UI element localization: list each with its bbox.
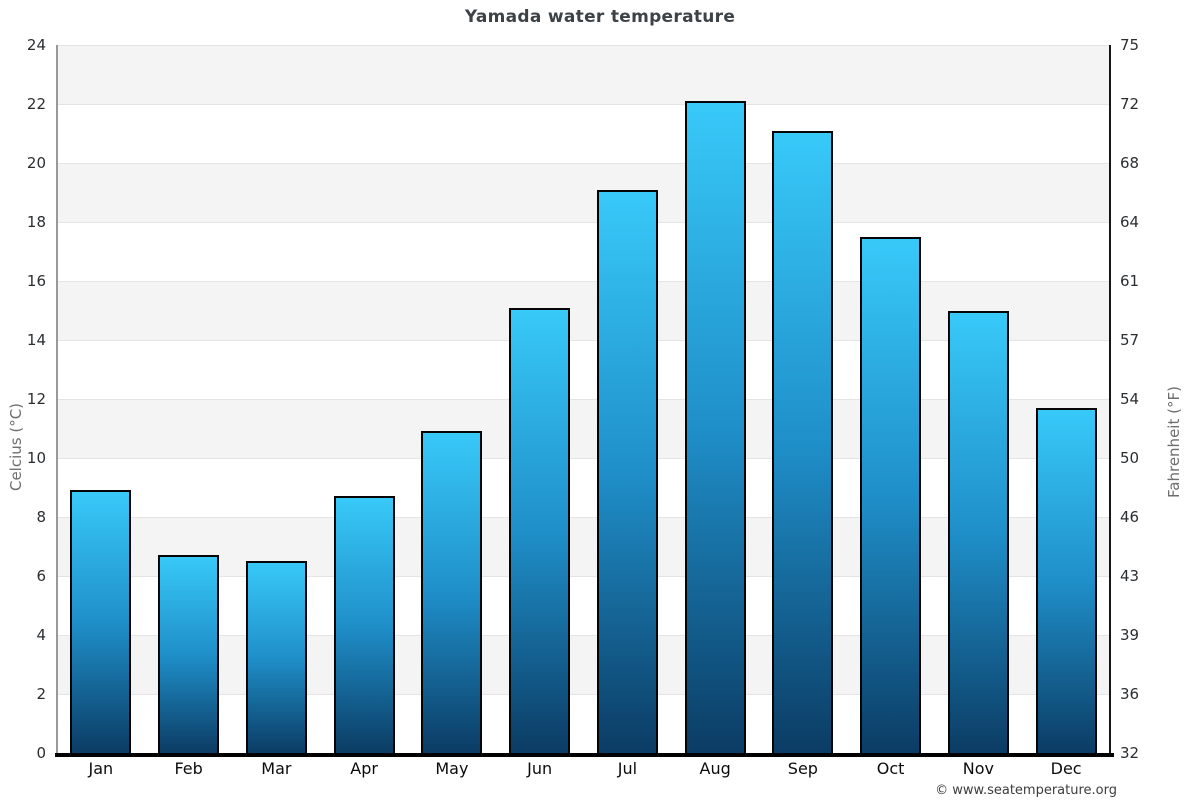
y-axis-line-right <box>1109 45 1111 753</box>
month-label: Mar <box>261 759 292 778</box>
celsius-tick: 4 <box>36 626 46 644</box>
bar-mar <box>245 561 307 753</box>
bar-oct <box>860 236 922 753</box>
celsius-tick: 2 <box>36 685 46 703</box>
bar-jun <box>509 307 571 753</box>
fahrenheit-tick: 75 <box>1120 36 1140 54</box>
celsius-tick: 16 <box>26 272 46 290</box>
bar-jul <box>596 189 658 753</box>
y-axis-label-celsius: Celcius (°C) <box>7 402 25 492</box>
chart-title: Yamada water temperature <box>464 7 736 27</box>
copyright-credit: © www.seatemperature.org <box>935 783 1117 798</box>
y-axis-line-left <box>56 45 58 753</box>
fahrenheit-tick: 54 <box>1120 390 1140 408</box>
fahrenheit-tick: 50 <box>1120 449 1140 467</box>
x-axis-line <box>55 753 1114 757</box>
plot-area <box>57 45 1110 753</box>
x-axis-labels: Jan Feb Mar Apr May Jun Jul Aug Sep Oct … <box>57 759 1110 778</box>
fahrenheit-tick: 46 <box>1120 508 1140 526</box>
month-label: Apr <box>350 759 378 778</box>
celsius-tick: 22 <box>26 95 46 113</box>
month-label: Oct <box>876 759 905 778</box>
month-label: Sep <box>787 759 818 778</box>
month-label: Dec <box>1050 759 1082 778</box>
celsius-tick: 0 <box>36 744 46 762</box>
bar-sep <box>772 130 834 753</box>
month-label: Feb <box>174 759 203 778</box>
fahrenheit-tick: 72 <box>1120 95 1140 113</box>
month-label: Jun <box>527 759 553 778</box>
bar-may <box>421 431 483 753</box>
fahrenheit-tick: 61 <box>1120 272 1140 290</box>
month-label: May <box>435 759 469 778</box>
bar-jan <box>70 490 132 753</box>
celsius-tick: 6 <box>36 567 46 585</box>
bars-container <box>57 45 1110 753</box>
celsius-tick: 8 <box>36 508 46 526</box>
bar-apr <box>333 496 395 753</box>
celsius-tick: 14 <box>26 331 46 349</box>
celsius-tick: 10 <box>26 449 46 467</box>
month-label: Jan <box>88 759 114 778</box>
bar-aug <box>684 101 746 753</box>
fahrenheit-tick: 32 <box>1120 744 1140 762</box>
month-label: Aug <box>699 759 731 778</box>
celsius-tick: 18 <box>26 213 46 231</box>
fahrenheit-tick: 57 <box>1120 331 1140 349</box>
fahrenheit-tick: 36 <box>1120 685 1140 703</box>
celsius-tick: 20 <box>26 154 46 172</box>
fahrenheit-tick: 39 <box>1120 626 1140 644</box>
celsius-tick: 24 <box>26 36 46 54</box>
bar-feb <box>158 555 220 753</box>
fahrenheit-tick: 64 <box>1120 213 1140 231</box>
fahrenheit-tick: 68 <box>1120 154 1140 172</box>
celsius-tick: 12 <box>26 390 46 408</box>
month-label: Nov <box>962 759 994 778</box>
month-label: Jul <box>617 759 638 778</box>
bar-nov <box>947 310 1009 753</box>
bar-dec <box>1035 407 1097 753</box>
fahrenheit-tick: 43 <box>1120 567 1140 585</box>
